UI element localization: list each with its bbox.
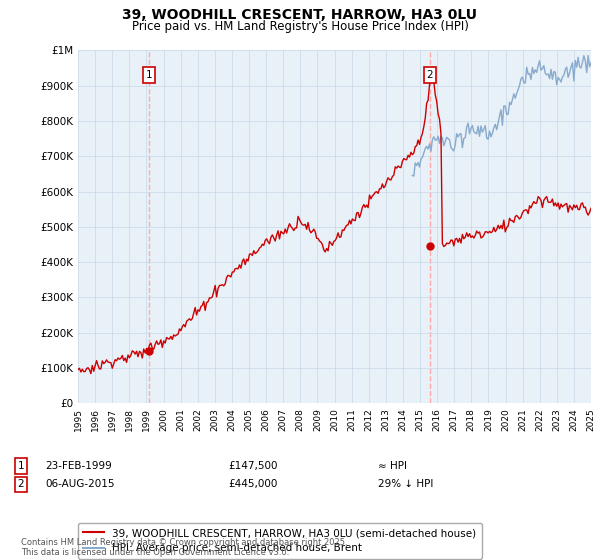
Text: 29% ↓ HPI: 29% ↓ HPI bbox=[378, 479, 433, 489]
Text: 23-FEB-1999: 23-FEB-1999 bbox=[45, 461, 112, 471]
Text: ≈ HPI: ≈ HPI bbox=[378, 461, 407, 471]
Text: Price paid vs. HM Land Registry's House Price Index (HPI): Price paid vs. HM Land Registry's House … bbox=[131, 20, 469, 32]
Legend: 39, WOODHILL CRESCENT, HARROW, HA3 0LU (semi-detached house), HPI: Average price: 39, WOODHILL CRESCENT, HARROW, HA3 0LU (… bbox=[78, 523, 482, 558]
Text: Contains HM Land Registry data © Crown copyright and database right 2025.
This d: Contains HM Land Registry data © Crown c… bbox=[21, 538, 347, 557]
Text: 1: 1 bbox=[146, 70, 152, 80]
Text: 06-AUG-2015: 06-AUG-2015 bbox=[45, 479, 115, 489]
Text: 2: 2 bbox=[17, 479, 25, 489]
Text: 39, WOODHILL CRESCENT, HARROW, HA3 0LU: 39, WOODHILL CRESCENT, HARROW, HA3 0LU bbox=[122, 8, 478, 22]
Text: £147,500: £147,500 bbox=[228, 461, 277, 471]
Text: 1: 1 bbox=[17, 461, 25, 471]
Text: 2: 2 bbox=[427, 70, 433, 80]
Text: £445,000: £445,000 bbox=[228, 479, 277, 489]
